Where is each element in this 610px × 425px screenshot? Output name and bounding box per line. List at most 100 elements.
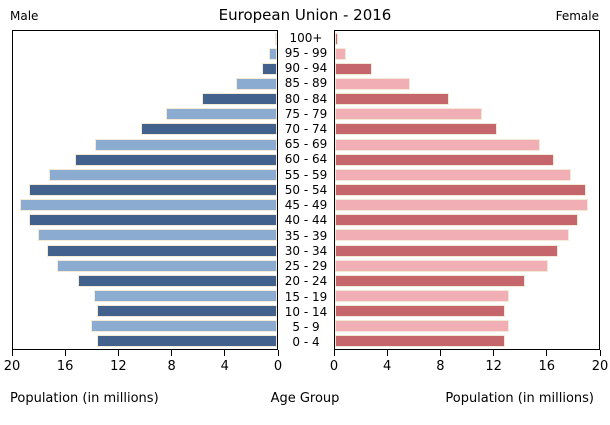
- female-bar-45-49: [335, 199, 589, 212]
- age-group-label: 45 - 49: [284, 198, 328, 213]
- male-bar-row: [13, 92, 277, 107]
- male-bar-80-84: [201, 93, 277, 106]
- male-bar-10-14: [97, 305, 277, 318]
- female-bar-row: [335, 182, 599, 197]
- male-bar-row: [13, 167, 277, 182]
- age-group-label: 100+: [289, 30, 323, 45]
- female-bar-row: [335, 92, 599, 107]
- male-x-axis: 20 16 12 8 4 0: [4, 350, 282, 378]
- x-axis-tick: [171, 350, 173, 356]
- x-axis-tick: [546, 350, 548, 356]
- age-group-label: 50 - 54: [284, 182, 328, 197]
- female-bar-row: [335, 31, 599, 46]
- x-axis-tick-label: 4: [220, 359, 229, 374]
- x-axis-tick: [64, 350, 66, 356]
- male-bar-90-94: [262, 62, 277, 75]
- male-bar-row: [13, 31, 277, 46]
- male-bar-row: [13, 243, 277, 258]
- male-bar-20-24: [77, 274, 277, 287]
- female-bar-40-44: [335, 214, 578, 227]
- male-bar-row: [13, 228, 277, 243]
- chart-title: European Union - 2016: [218, 6, 392, 24]
- female-bar-70-74: [335, 123, 498, 136]
- x-axis-tick: [277, 350, 279, 356]
- age-group-label: 20 - 24: [284, 274, 328, 289]
- male-bar-35-39: [38, 229, 277, 242]
- age-group-label: 40 - 44: [284, 213, 328, 228]
- female-bar-row: [335, 258, 599, 273]
- x-axis-tick-label: 16: [56, 359, 74, 374]
- male-bar-0-4: [97, 335, 277, 348]
- female-bar-row: [335, 152, 599, 167]
- x-axis-tick-label: 16: [538, 359, 556, 374]
- age-group-label: 80 - 84: [284, 91, 328, 106]
- female-bar-row: [335, 304, 599, 319]
- female-bar-15-19: [335, 289, 510, 302]
- female-bar-0-4: [335, 335, 506, 348]
- male-bar-row: [13, 76, 277, 91]
- male-bar-row: [13, 107, 277, 122]
- female-side-label: Female: [555, 9, 599, 23]
- male-bar-row: [13, 61, 277, 76]
- male-bar-row: [13, 46, 277, 61]
- male-bar-40-44: [28, 214, 277, 227]
- x-axis-tick: [493, 350, 495, 356]
- male-bar-row: [13, 152, 277, 167]
- male-bar-60-64: [75, 153, 277, 166]
- age-group-label: 25 - 29: [284, 259, 328, 274]
- x-axis-tick: [224, 350, 226, 356]
- male-bar-45-49: [19, 199, 277, 212]
- female-bar-85-89: [335, 77, 411, 90]
- male-axis-caption: Population (in millions): [10, 391, 159, 406]
- male-bar-row: [13, 273, 277, 288]
- female-bar-row: [335, 107, 599, 122]
- female-bar-55-59: [335, 168, 572, 181]
- age-group-caption: Age Group: [270, 391, 340, 406]
- female-bar-100+: [335, 32, 338, 45]
- male-bar-row: [13, 304, 277, 319]
- female-bar-row: [335, 319, 599, 334]
- male-bar-row: [13, 258, 277, 273]
- x-axis-tick: [117, 350, 119, 356]
- x-axis-tick-label: 8: [167, 359, 176, 374]
- female-bar-row: [335, 76, 599, 91]
- age-group-label-column: 100+ 95 - 99 90 - 94 85 - 89 80 - 84 75 - 79 7…: [278, 30, 334, 350]
- age-group-label: 85 - 89: [284, 76, 328, 91]
- age-group-label: 35 - 39: [284, 228, 328, 243]
- female-bar-row: [335, 46, 599, 61]
- female-bar-90-94: [335, 62, 372, 75]
- male-bar-50-54: [28, 183, 277, 196]
- x-axis-tick: [11, 350, 13, 356]
- x-axis-tick-label: 20: [591, 359, 609, 374]
- female-bar-row: [335, 334, 599, 349]
- male-bar-5-9: [90, 320, 277, 333]
- female-bar-row: [335, 137, 599, 152]
- female-plot-area: [334, 30, 600, 350]
- age-group-label: 55 - 59: [284, 167, 328, 182]
- x-axis-tick-label: 0: [273, 359, 283, 374]
- female-bar-25-29: [335, 259, 548, 272]
- male-plot-area: [12, 30, 278, 350]
- male-bar-30-34: [47, 244, 277, 257]
- male-bar-row: [13, 122, 277, 137]
- female-bar-row: [335, 213, 599, 228]
- male-bar-65-69: [94, 138, 277, 151]
- x-axis-tick-label: 8: [436, 359, 445, 374]
- male-bar-100+: [275, 32, 277, 45]
- female-bar-65-69: [335, 138, 540, 151]
- male-side-label: Male: [10, 9, 39, 23]
- male-bar-70-74: [141, 123, 277, 136]
- age-group-label: 15 - 19: [284, 289, 328, 304]
- female-bar-10-14: [335, 305, 506, 318]
- x-axis-tick: [599, 350, 601, 356]
- female-bar-60-64: [335, 153, 555, 166]
- x-axis-tick: [333, 350, 335, 356]
- female-bar-20-24: [335, 274, 526, 287]
- x-axis-tick-label: 12: [485, 359, 502, 374]
- age-group-label: 95 - 99: [284, 45, 328, 60]
- male-bar-row: [13, 137, 277, 152]
- female-bar-75-79: [335, 108, 482, 121]
- male-bar-row: [13, 319, 277, 334]
- female-bar-50-54: [335, 183, 586, 196]
